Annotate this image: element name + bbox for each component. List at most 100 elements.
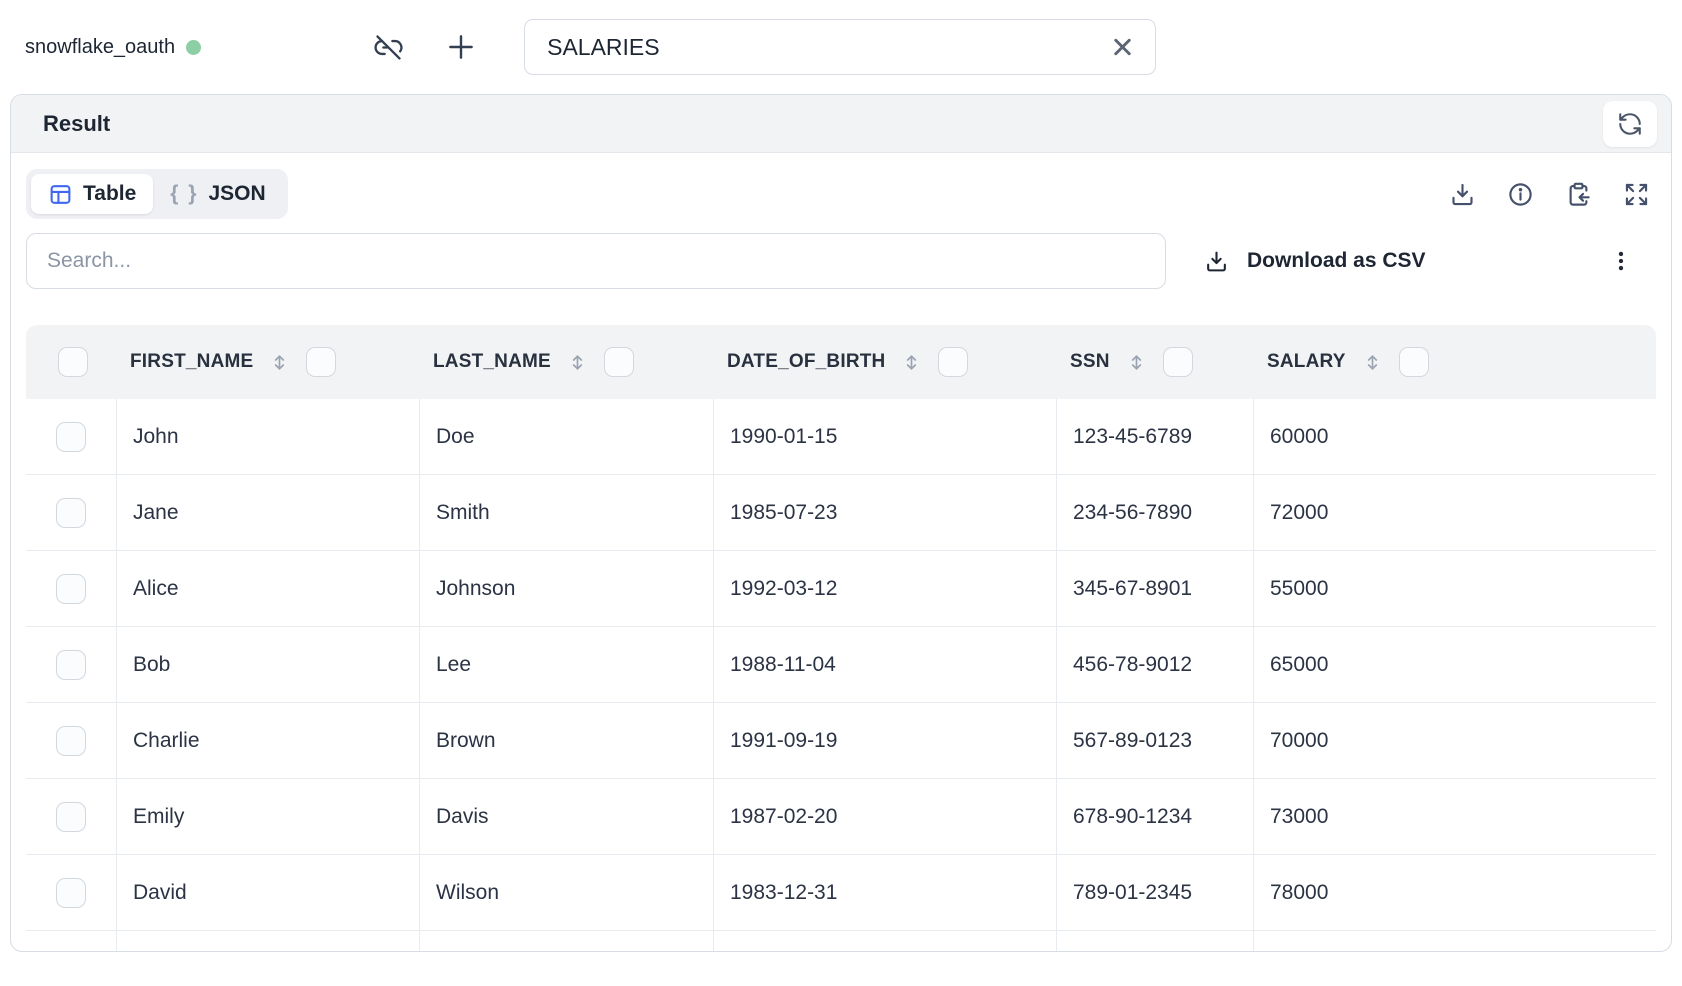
- select-all-cell: [26, 325, 116, 399]
- column-checkbox[interactable]: [938, 347, 969, 377]
- download-icon: [1204, 249, 1229, 274]
- table-row-partial: [26, 931, 1656, 951]
- cell-salary: 70000: [1253, 703, 1656, 778]
- view-switch-row: Table { } JSON: [26, 169, 1656, 219]
- expand-result-button[interactable]: [1619, 177, 1654, 212]
- result-info-button[interactable]: [1503, 177, 1538, 212]
- table-row[interactable]: John Doe 1990-01-15 123-45-6789 60000: [26, 399, 1656, 475]
- row-select-cell: [26, 779, 116, 854]
- row-checkbox[interactable]: [56, 573, 86, 604]
- cell-last-name: Doe: [419, 399, 713, 474]
- kebab-icon: [1608, 248, 1634, 274]
- cell-first-name: David: [116, 855, 419, 930]
- copy-result-button[interactable]: [1561, 177, 1596, 212]
- cell-first-name: Charlie: [116, 703, 419, 778]
- column-header-last-name: LAST_NAME: [419, 325, 713, 399]
- disconnect-button[interactable]: [369, 28, 408, 67]
- clear-table-name-button[interactable]: [1105, 30, 1140, 65]
- add-tab-button[interactable]: [440, 26, 482, 68]
- table-controls-row: Download as CSV: [26, 233, 1656, 289]
- row-select-cell: [26, 855, 116, 930]
- tab-table[interactable]: Table: [31, 174, 154, 214]
- table-header-row: FIRST_NAME LAST_NAME DATE_OF_BIRTH: [26, 325, 1656, 399]
- download-icon: [1449, 181, 1476, 208]
- table-row[interactable]: Charlie Brown 1991-09-19 567-89-0123 700…: [26, 703, 1656, 779]
- tab-json[interactable]: { } JSON: [153, 174, 282, 214]
- cell-salary: 78000: [1253, 855, 1656, 930]
- row-select-cell: [26, 551, 116, 626]
- cell-date-of-birth: 1992-03-12: [713, 551, 1056, 626]
- download-result-button[interactable]: [1445, 177, 1480, 212]
- cell-ssn: 234-56-7890: [1056, 475, 1253, 550]
- tab-json-label: JSON: [208, 182, 266, 205]
- unlink-icon: [373, 32, 404, 63]
- row-checkbox[interactable]: [56, 497, 86, 528]
- cell-date-of-birth: 1990-01-15: [713, 399, 1056, 474]
- column-checkbox[interactable]: [1162, 347, 1193, 377]
- expand-icon: [1623, 181, 1650, 208]
- cell-salary: 72000: [1253, 475, 1656, 550]
- cell-last-name: Lee: [419, 627, 713, 702]
- cell-first-name: John: [116, 399, 419, 474]
- column-checkbox[interactable]: [603, 347, 634, 377]
- row-checkbox[interactable]: [56, 725, 86, 756]
- table-name-field-wrap: [524, 19, 1157, 75]
- result-panel-header: Result: [11, 95, 1671, 153]
- table-name-input[interactable]: [524, 19, 1157, 75]
- column-header-date-of-birth: DATE_OF_BIRTH: [713, 325, 1056, 399]
- result-table: FIRST_NAME LAST_NAME DATE_OF_BIRTH: [26, 325, 1656, 951]
- table-menu-button[interactable]: [1604, 244, 1638, 278]
- cell-last-name: Davis: [419, 779, 713, 854]
- column-checkbox[interactable]: [1398, 347, 1429, 377]
- cell-first-name: Jane: [116, 475, 419, 550]
- row-checkbox[interactable]: [56, 877, 86, 908]
- connection-name: snowflake_oauth: [25, 35, 176, 58]
- search-input[interactable]: [26, 233, 1166, 289]
- close-icon: [1109, 34, 1136, 61]
- sort-icon[interactable]: [270, 353, 289, 372]
- connection-status-dot: [186, 39, 202, 55]
- table-body: John Doe 1990-01-15 123-45-6789 60000 Ja…: [26, 399, 1656, 931]
- column-checkbox[interactable]: [306, 347, 337, 377]
- table-row[interactable]: Alice Johnson 1992-03-12 345-67-8901 550…: [26, 551, 1656, 627]
- cell-ssn: 789-01-2345: [1056, 855, 1253, 930]
- sort-icon[interactable]: [1363, 353, 1382, 372]
- cell-ssn: 567-89-0123: [1056, 703, 1253, 778]
- table-row[interactable]: Jane Smith 1985-07-23 234-56-7890 72000: [26, 475, 1656, 551]
- result-toolbar: [1445, 177, 1656, 212]
- sort-icon[interactable]: [568, 353, 587, 372]
- cell-date-of-birth: 1985-07-23: [713, 475, 1056, 550]
- cell-first-name: Bob: [116, 627, 419, 702]
- row-select-cell: [26, 399, 116, 474]
- cell-first-name: Alice: [116, 551, 419, 626]
- result-panel: Result: [10, 94, 1672, 952]
- table-icon: [48, 182, 73, 207]
- connection-info: snowflake_oauth: [25, 35, 202, 59]
- cell-ssn: 678-90-1234: [1056, 779, 1253, 854]
- result-panel-body: Table { } JSON: [11, 153, 1671, 951]
- braces-icon: { }: [170, 182, 199, 205]
- cell-salary: 65000: [1253, 627, 1656, 702]
- sort-icon[interactable]: [1127, 353, 1146, 372]
- cell-date-of-birth: 1988-11-04: [713, 627, 1056, 702]
- tab-table-label: Table: [83, 182, 137, 205]
- column-header-salary: SALARY: [1253, 325, 1656, 399]
- cell-ssn: 456-78-9012: [1056, 627, 1253, 702]
- cell-salary: 55000: [1253, 551, 1656, 626]
- refresh-button[interactable]: [1603, 100, 1657, 147]
- table-row[interactable]: Emily Davis 1987-02-20 678-90-1234 73000: [26, 779, 1656, 855]
- row-checkbox[interactable]: [56, 649, 86, 680]
- cell-ssn: 345-67-8901: [1056, 551, 1253, 626]
- cell-salary: 73000: [1253, 779, 1656, 854]
- table-row[interactable]: David Wilson 1983-12-31 789-01-2345 7800…: [26, 855, 1656, 931]
- row-checkbox[interactable]: [56, 801, 86, 832]
- table-row[interactable]: Bob Lee 1988-11-04 456-78-9012 65000: [26, 627, 1656, 703]
- sort-icon[interactable]: [902, 353, 921, 372]
- row-checkbox[interactable]: [56, 421, 86, 452]
- cell-date-of-birth: 1987-02-20: [713, 779, 1056, 854]
- select-all-checkbox[interactable]: [58, 347, 88, 377]
- column-header-first-name: FIRST_NAME: [116, 325, 419, 399]
- download-csv-button[interactable]: Download as CSV: [1204, 249, 1426, 274]
- row-select-cell: [26, 475, 116, 550]
